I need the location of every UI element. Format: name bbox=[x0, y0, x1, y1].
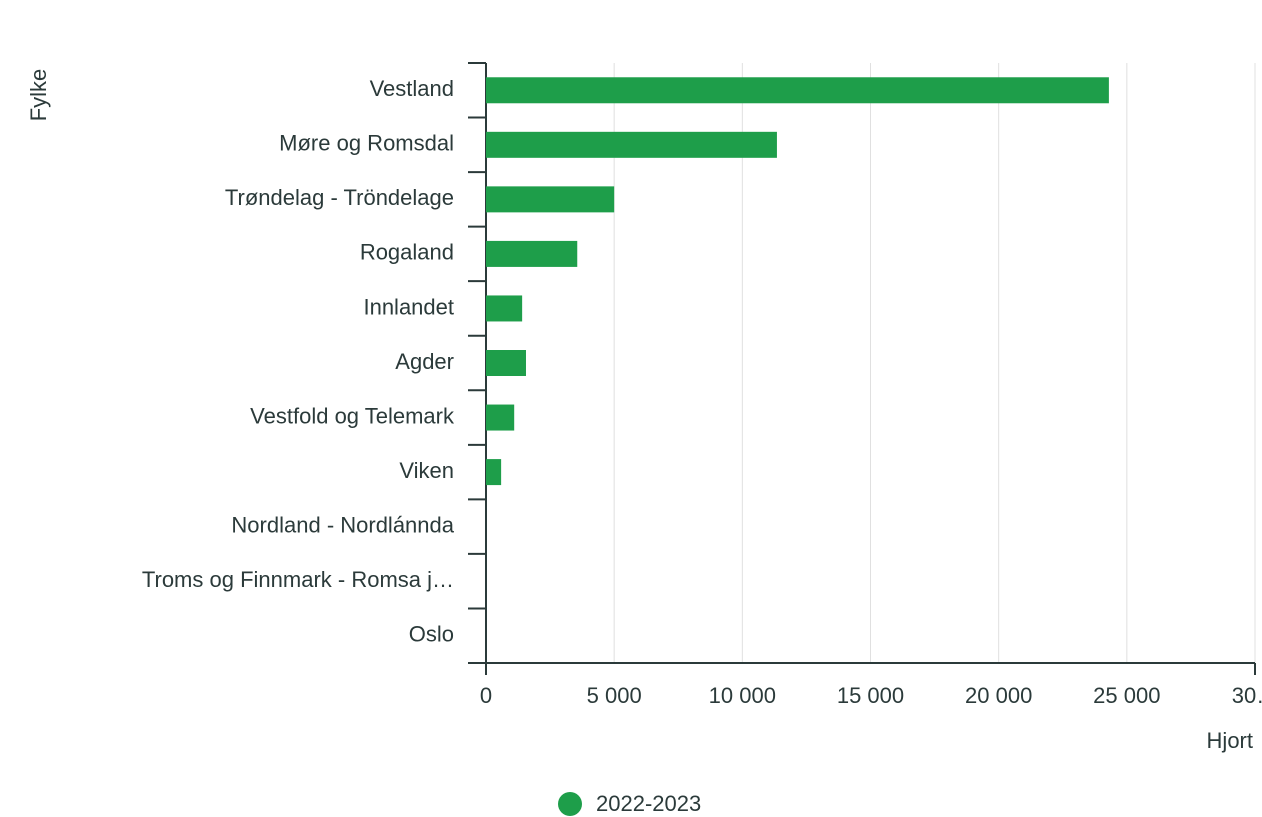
y-tick-label: Vestfold og Telemark bbox=[250, 403, 455, 428]
bar bbox=[486, 459, 502, 486]
bar bbox=[486, 240, 578, 267]
x-tick-label: 0 bbox=[480, 683, 492, 708]
x-tick-label: 15 000 bbox=[837, 683, 904, 708]
y-tick-label: Agder bbox=[395, 349, 454, 374]
y-tick-label: Oslo bbox=[409, 622, 454, 647]
x-tick-label: 25 000 bbox=[1093, 683, 1160, 708]
legend-label: 2022-2023 bbox=[596, 791, 701, 816]
bar bbox=[486, 131, 777, 158]
y-tick-label: Møre og Romsdal bbox=[279, 131, 454, 156]
bar bbox=[486, 77, 1109, 104]
y-tick-label: Innlandet bbox=[363, 294, 454, 319]
x-axis-label: Hjort bbox=[1207, 728, 1253, 753]
y-tick-label: Rogaland bbox=[360, 240, 454, 265]
bar bbox=[486, 295, 523, 322]
y-tick-label: Trøndelag - Tröndelage bbox=[225, 185, 454, 210]
y-axis-label: Fylke bbox=[26, 69, 51, 122]
y-tick-label: Viken bbox=[399, 458, 454, 483]
x-tick-label: 5 000 bbox=[587, 683, 642, 708]
bar bbox=[486, 350, 526, 376]
y-tick-label: Nordland - Nordlánnda bbox=[231, 512, 454, 537]
y-tick-label: Vestland bbox=[370, 76, 454, 101]
x-tick-label: 20 000 bbox=[965, 683, 1032, 708]
y-tick-label: Troms og Finnmark - Romsa j… bbox=[142, 567, 454, 592]
x-tick-label: 10 000 bbox=[709, 683, 776, 708]
bar bbox=[486, 404, 515, 431]
bar bbox=[486, 186, 615, 213]
legend-marker bbox=[558, 792, 582, 816]
x-tick-label: 30… bbox=[1232, 683, 1262, 708]
